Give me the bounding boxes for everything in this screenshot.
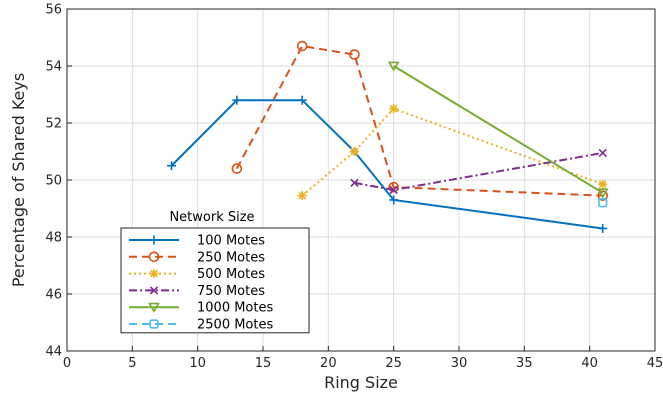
data-point — [389, 195, 399, 205]
y-axis-label: Percentage of Shared Keys — [9, 73, 28, 287]
data-point — [350, 178, 359, 188]
data-point — [167, 161, 177, 171]
x-tick-label: 40 — [581, 356, 598, 371]
data-point — [297, 95, 307, 105]
legend-item: 1000 Motes — [129, 301, 273, 316]
x-tick-label: 10 — [189, 356, 206, 371]
x-tick-label: 15 — [255, 356, 272, 371]
y-axis-ticks: 44 46 48 50 52 54 56 — [45, 3, 72, 360]
x-tick-label: 35 — [516, 356, 533, 371]
y-tick-label: 54 — [45, 60, 62, 75]
series-750-motes — [350, 148, 607, 195]
series-500-motes — [297, 104, 608, 201]
data-point — [596, 188, 609, 199]
legend-title: Network Size — [169, 210, 254, 225]
x-tick-label: 5 — [128, 356, 136, 371]
x-tick-label: 45 — [647, 356, 663, 371]
legend-swatch-marker — [148, 302, 160, 313]
legend-label: 2500 Motes — [197, 318, 273, 333]
data-point — [232, 95, 242, 105]
legend-swatch-marker — [149, 286, 159, 295]
series-2500-motes — [598, 198, 608, 208]
legend-item: 250 Motes — [129, 250, 265, 265]
legend-item: 750 Motes — [129, 284, 265, 299]
legend-label: 100 Motes — [197, 234, 265, 249]
series-line — [393, 65, 604, 194]
series-250-motes — [231, 40, 609, 201]
series-line — [354, 151, 603, 191]
legend-label: 750 Motes — [197, 284, 265, 299]
y-tick-label: 52 — [45, 117, 62, 132]
x-tick-label: 0 — [63, 356, 71, 371]
data-point — [389, 185, 398, 195]
y-tick-label: 48 — [45, 231, 62, 246]
series-1000-motes — [387, 61, 609, 199]
data-point — [349, 147, 359, 156]
legend-box — [120, 227, 310, 334]
data-point — [598, 179, 608, 189]
legend-swatch-marker — [149, 235, 159, 245]
data-point — [598, 223, 608, 233]
data-point — [598, 198, 608, 208]
data-point — [388, 181, 399, 193]
legend-label: 1000 Motes — [197, 301, 273, 316]
legend-swatch-marker — [149, 319, 159, 329]
legend-item: 100 Motes — [129, 234, 265, 249]
series-line — [235, 44, 603, 197]
series-line — [170, 99, 603, 230]
legend-label: 500 Motes — [197, 267, 265, 282]
x-tick-label: 30 — [451, 356, 468, 371]
y-tick-label: 50 — [45, 174, 62, 189]
x-axis-ticks: 0 5 10 15 20 25 30 35 40 45 — [63, 346, 663, 371]
x-tick-label: 20 — [320, 356, 337, 371]
legend-label: 250 Motes — [197, 250, 265, 265]
data-point — [296, 40, 308, 52]
legend-swatch-marker — [149, 269, 159, 279]
data-point — [598, 148, 607, 158]
series-100-motes — [167, 95, 608, 233]
data-point — [597, 190, 609, 201]
data-point — [389, 104, 399, 114]
data-point — [349, 49, 360, 60]
data-point — [231, 163, 243, 174]
legend-item: 500 Motes — [129, 267, 265, 282]
x-axis-label: Ring Size — [324, 373, 398, 392]
data-point — [297, 191, 307, 201]
y-tick-label: 56 — [45, 3, 62, 18]
data-point — [387, 61, 400, 72]
series-layer — [167, 40, 609, 233]
legend-swatch-marker — [148, 251, 160, 263]
y-tick-label: 44 — [45, 345, 62, 360]
x-tick-label: 25 — [385, 356, 402, 371]
y-tick-label: 46 — [45, 288, 62, 303]
legend-item: 2500 Motes — [129, 318, 273, 333]
series-line — [301, 107, 604, 197]
